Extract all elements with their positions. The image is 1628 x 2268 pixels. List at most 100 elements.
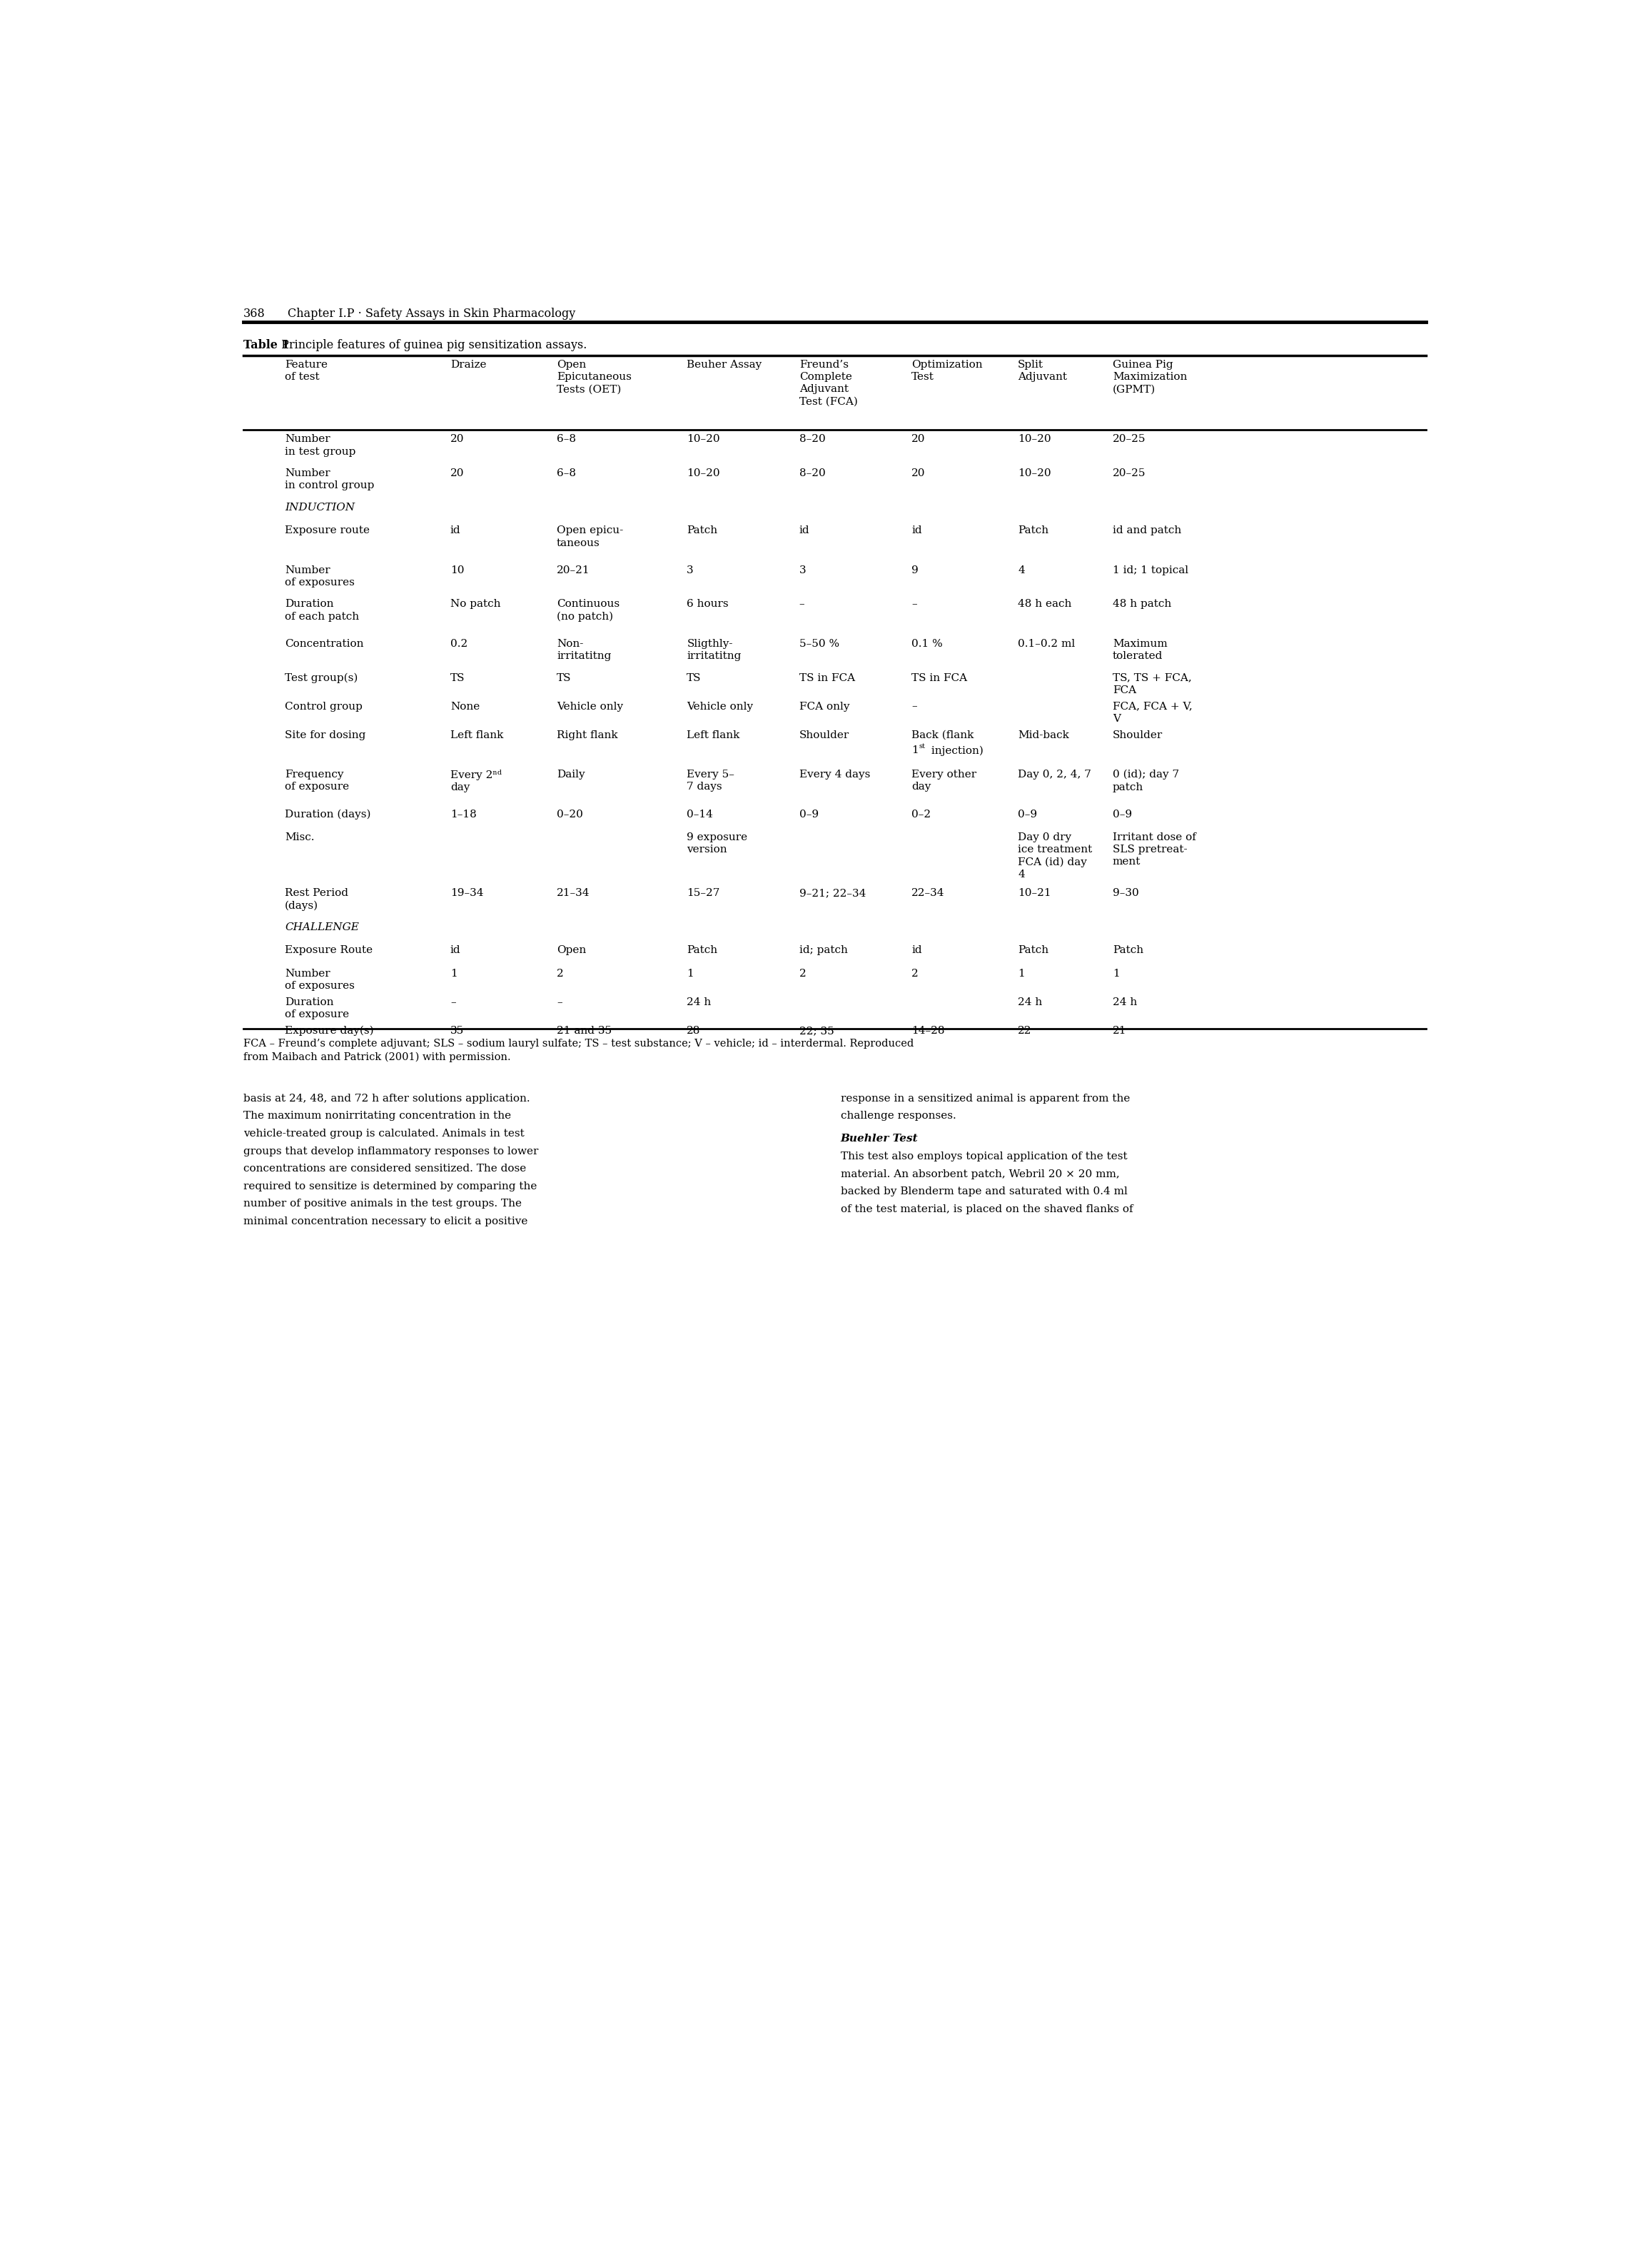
Text: basis at 24, 48, and 72 h after solutions application.: basis at 24, 48, and 72 h after solution… xyxy=(243,1093,531,1105)
Text: Table 1: Table 1 xyxy=(243,340,290,352)
Text: TS, TS + FCA,
FCA: TS, TS + FCA, FCA xyxy=(1112,674,1192,696)
Text: 14–28: 14–28 xyxy=(912,1025,944,1036)
Text: 15–27: 15–27 xyxy=(687,889,720,898)
Text: minimal concentration necessary to elicit a positive: minimal concentration necessary to elici… xyxy=(243,1216,527,1227)
Text: TS: TS xyxy=(557,674,571,683)
Text: number of positive animals in the test groups. The: number of positive animals in the test g… xyxy=(243,1200,521,1209)
Text: 4: 4 xyxy=(1018,565,1026,576)
Text: 3: 3 xyxy=(799,565,806,576)
Text: st: st xyxy=(918,744,925,751)
Text: Number
of exposures: Number of exposures xyxy=(285,565,355,587)
Text: 2: 2 xyxy=(799,968,806,978)
Text: id: id xyxy=(451,946,461,955)
Text: 21 and 35: 21 and 35 xyxy=(557,1025,612,1036)
Text: Every 2ⁿᵈ
day: Every 2ⁿᵈ day xyxy=(451,769,501,794)
Text: Site for dosing: Site for dosing xyxy=(285,730,366,739)
Text: None: None xyxy=(451,701,480,712)
Text: id: id xyxy=(799,526,809,535)
Text: Exposure day(s): Exposure day(s) xyxy=(285,1025,374,1036)
Text: CHALLENGE: CHALLENGE xyxy=(285,923,358,932)
Text: 6 hours: 6 hours xyxy=(687,599,729,610)
Text: FCA only: FCA only xyxy=(799,701,850,712)
Text: 8–20: 8–20 xyxy=(799,433,825,445)
Text: vehicle-treated group is calculated. Animals in test: vehicle-treated group is calculated. Ani… xyxy=(243,1129,524,1139)
Text: 20–25: 20–25 xyxy=(1112,433,1146,445)
Text: Non-
irritatitng: Non- irritatitng xyxy=(557,640,610,662)
Text: Concentration: Concentration xyxy=(285,640,363,649)
Text: –: – xyxy=(799,599,804,610)
Text: Shoulder: Shoulder xyxy=(799,730,850,739)
Text: 20: 20 xyxy=(912,469,925,479)
Text: Left flank: Left flank xyxy=(687,730,739,739)
Text: Patch: Patch xyxy=(1018,526,1048,535)
Text: –: – xyxy=(912,701,917,712)
Text: id; patch: id; patch xyxy=(799,946,848,955)
Text: Open
Epicutaneous
Tests (OET): Open Epicutaneous Tests (OET) xyxy=(557,361,632,395)
Text: 19–34: 19–34 xyxy=(451,889,484,898)
Text: 48 h patch: 48 h patch xyxy=(1112,599,1171,610)
Text: concentrations are considered sensitized. The dose: concentrations are considered sensitized… xyxy=(243,1163,526,1175)
Text: 35: 35 xyxy=(451,1025,464,1036)
Text: 10–20: 10–20 xyxy=(687,433,720,445)
Text: Day 0 dry
ice treatment
FCA (id) day
4: Day 0 dry ice treatment FCA (id) day 4 xyxy=(1018,832,1092,880)
Text: Duration
of exposure: Duration of exposure xyxy=(285,998,348,1021)
Text: Left flank: Left flank xyxy=(451,730,503,739)
Text: Back (flank: Back (flank xyxy=(912,730,974,739)
Text: INDUCTION: INDUCTION xyxy=(285,503,355,513)
Text: Sligthly-
irritatitng: Sligthly- irritatitng xyxy=(687,640,741,662)
Text: 0–2: 0–2 xyxy=(912,810,931,819)
Text: response in a sensitized animal is apparent from the: response in a sensitized animal is appar… xyxy=(840,1093,1130,1105)
Text: Right flank: Right flank xyxy=(557,730,619,739)
Text: Test group(s): Test group(s) xyxy=(285,674,358,683)
Text: 9–30: 9–30 xyxy=(1112,889,1138,898)
Text: 0.1–0.2 ml: 0.1–0.2 ml xyxy=(1018,640,1074,649)
Text: Continuous
(no patch): Continuous (no patch) xyxy=(557,599,620,621)
Text: Misc.: Misc. xyxy=(285,832,314,841)
Text: required to sensitize is determined by comparing the: required to sensitize is determined by c… xyxy=(243,1182,537,1191)
Text: 20: 20 xyxy=(451,433,464,445)
Text: Shoulder: Shoulder xyxy=(1112,730,1162,739)
Text: Duration
of each patch: Duration of each patch xyxy=(285,599,360,621)
Text: Daily: Daily xyxy=(557,769,584,780)
Text: FCA – Freund’s complete adjuvant; SLS – sodium lauryl sulfate; TS – test substan: FCA – Freund’s complete adjuvant; SLS – … xyxy=(243,1039,913,1061)
Text: 21–34: 21–34 xyxy=(557,889,589,898)
Text: 22: 22 xyxy=(1018,1025,1032,1036)
Text: FCA, FCA + V,
V: FCA, FCA + V, V xyxy=(1112,701,1192,723)
Text: 9 exposure
version: 9 exposure version xyxy=(687,832,747,855)
Text: 0–9: 0–9 xyxy=(1112,810,1131,819)
Text: 0–9: 0–9 xyxy=(799,810,819,819)
Text: TS in FCA: TS in FCA xyxy=(799,674,855,683)
Text: Exposure route: Exposure route xyxy=(285,526,370,535)
Text: TS: TS xyxy=(687,674,702,683)
Text: 5–50 %: 5–50 % xyxy=(799,640,838,649)
Text: 0.1 %: 0.1 % xyxy=(912,640,943,649)
Text: id: id xyxy=(912,946,921,955)
Text: TS: TS xyxy=(451,674,466,683)
Text: 22–34: 22–34 xyxy=(912,889,944,898)
Text: backed by Blenderm tape and saturated with 0.4 ml: backed by Blenderm tape and saturated wi… xyxy=(840,1186,1127,1198)
Text: Control group: Control group xyxy=(285,701,363,712)
Text: Optimization
Test: Optimization Test xyxy=(912,361,983,381)
Text: –: – xyxy=(451,998,456,1007)
Text: The maximum nonirritating concentration in the: The maximum nonirritating concentration … xyxy=(243,1111,511,1120)
Text: Frequency
of exposure: Frequency of exposure xyxy=(285,769,348,792)
Text: id: id xyxy=(912,526,921,535)
Text: Rest Period
(days): Rest Period (days) xyxy=(285,889,348,912)
Text: Split
Adjuvant: Split Adjuvant xyxy=(1018,361,1068,381)
Text: Patch: Patch xyxy=(1018,946,1048,955)
Text: Patch: Patch xyxy=(687,946,718,955)
Text: Number
in control group: Number in control group xyxy=(285,469,374,490)
Text: 20–21: 20–21 xyxy=(557,565,589,576)
Text: 1: 1 xyxy=(1112,968,1120,978)
Text: 0–9: 0–9 xyxy=(1018,810,1037,819)
Text: Vehicle only: Vehicle only xyxy=(687,701,754,712)
Text: –: – xyxy=(557,998,562,1007)
Text: 1: 1 xyxy=(451,968,457,978)
Text: injection): injection) xyxy=(928,746,983,755)
Text: Every 5–
7 days: Every 5– 7 days xyxy=(687,769,734,792)
Text: 10–20: 10–20 xyxy=(1018,469,1052,479)
Text: groups that develop inflammatory responses to lower: groups that develop inflammatory respons… xyxy=(243,1145,539,1157)
Text: No patch: No patch xyxy=(451,599,500,610)
Text: 0–14: 0–14 xyxy=(687,810,713,819)
Text: id: id xyxy=(451,526,461,535)
